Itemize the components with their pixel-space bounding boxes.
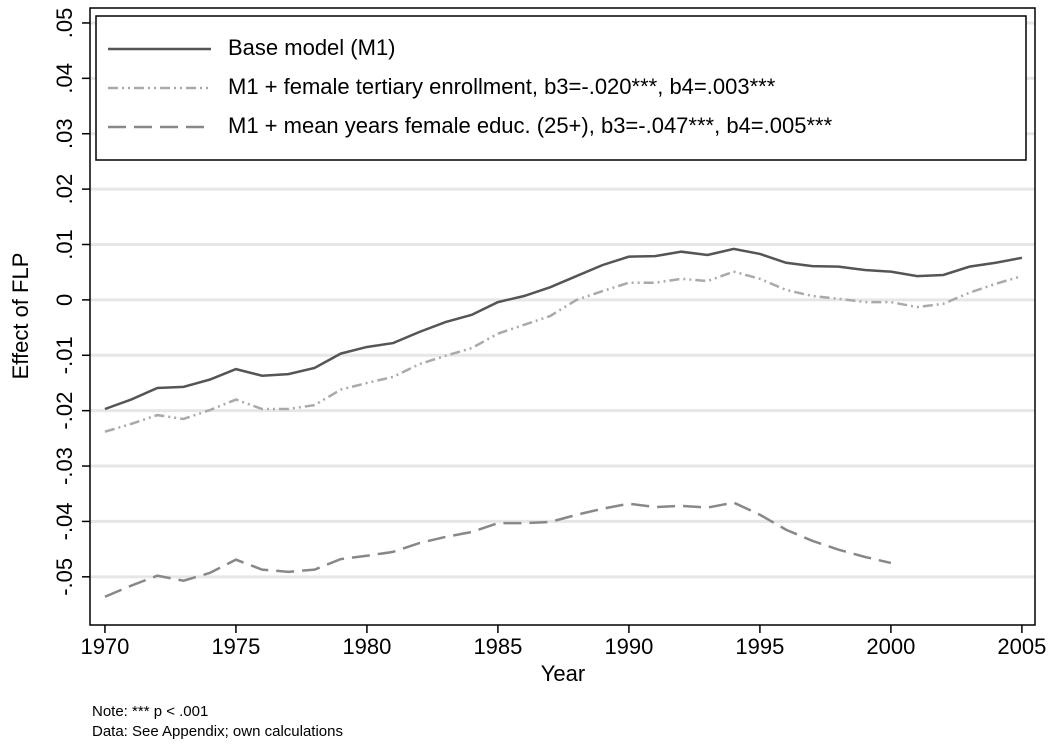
y-tick-label: -.03 (52, 447, 77, 485)
y-tick-label: -.01 (52, 336, 77, 374)
note: Note: *** p < .001 (92, 703, 208, 720)
y-tick-label: .05 (52, 8, 77, 39)
x-axis-label: Year (541, 661, 585, 686)
legend-label: M1 + mean years female educ. (25+), b3=-… (228, 113, 833, 138)
y-tick-label: .01 (52, 229, 77, 260)
y-tick-label: -.05 (52, 558, 77, 596)
y-tick-label: -.02 (52, 392, 77, 430)
x-tick-label: 1985 (473, 634, 522, 659)
note: Data: See Appendix; own calculations (92, 723, 343, 740)
x-tick-label: 1980 (342, 634, 391, 659)
y-tick-label: 0 (52, 294, 77, 306)
x-tick-label: 1995 (735, 634, 784, 659)
x-tick-label: 2000 (866, 634, 915, 659)
y-tick-label: .04 (52, 63, 77, 94)
legend-label: M1 + female tertiary enrollment, b3=-.02… (228, 74, 776, 99)
series-line (104, 270, 1023, 433)
series-line (104, 501, 892, 598)
series-line (104, 247, 1023, 411)
x-tick-label: 1975 (211, 634, 260, 659)
x-tick-label: 2005 (997, 634, 1046, 659)
y-tick-label: .03 (52, 118, 77, 149)
x-tick-label: 1970 (80, 634, 129, 659)
y-tick-label: -.04 (52, 502, 77, 540)
legend-box (95, 15, 1027, 161)
legend-label: Base model (M1) (228, 35, 396, 60)
y-tick-label: .02 (52, 174, 77, 205)
y-axis-label: Effect of FLP (8, 253, 33, 380)
plot-frame (89, 7, 1036, 626)
x-tick-label: 1990 (604, 634, 653, 659)
